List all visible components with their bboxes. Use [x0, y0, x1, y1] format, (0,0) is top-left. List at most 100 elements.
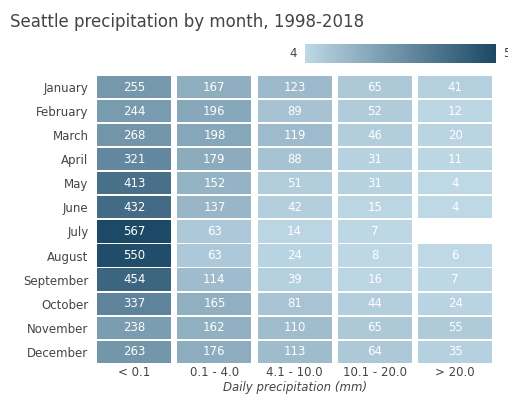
- Text: 4: 4: [290, 47, 297, 60]
- Text: 321: 321: [123, 153, 145, 166]
- Bar: [177, 124, 251, 146]
- Bar: [97, 316, 171, 339]
- Bar: [418, 196, 492, 219]
- Text: Seattle precipitation by month, 1998-2018: Seattle precipitation by month, 1998-201…: [10, 13, 364, 31]
- Text: 567: 567: [503, 47, 508, 60]
- Text: 63: 63: [207, 225, 222, 238]
- Bar: [97, 245, 171, 267]
- Bar: [258, 148, 332, 171]
- Text: 15: 15: [367, 201, 383, 214]
- Text: 89: 89: [287, 105, 302, 118]
- Text: 31: 31: [367, 177, 383, 190]
- Bar: [258, 293, 332, 315]
- Text: 137: 137: [203, 201, 226, 214]
- Text: 196: 196: [203, 105, 226, 118]
- Bar: [338, 341, 412, 363]
- Text: 31: 31: [367, 153, 383, 166]
- Text: 44: 44: [367, 297, 383, 310]
- Bar: [97, 220, 171, 242]
- Text: 167: 167: [203, 81, 226, 94]
- Bar: [418, 124, 492, 146]
- Text: 88: 88: [287, 153, 302, 166]
- Text: 7: 7: [452, 273, 459, 286]
- Text: 110: 110: [283, 321, 306, 334]
- Bar: [418, 293, 492, 315]
- Text: 6: 6: [452, 249, 459, 262]
- Bar: [258, 124, 332, 146]
- Text: 567: 567: [123, 225, 145, 238]
- Text: 152: 152: [203, 177, 226, 190]
- Text: 42: 42: [287, 201, 302, 214]
- Text: 550: 550: [123, 249, 145, 262]
- Bar: [97, 196, 171, 219]
- Bar: [418, 100, 492, 122]
- Text: 16: 16: [367, 273, 383, 286]
- Text: 24: 24: [448, 297, 463, 310]
- Bar: [97, 148, 171, 171]
- Bar: [338, 172, 412, 194]
- Text: 179: 179: [203, 153, 226, 166]
- Text: 165: 165: [203, 297, 226, 310]
- Bar: [338, 100, 412, 122]
- Bar: [338, 220, 412, 242]
- Bar: [418, 316, 492, 339]
- Bar: [97, 172, 171, 194]
- Bar: [338, 148, 412, 171]
- Bar: [338, 316, 412, 339]
- Bar: [418, 245, 492, 267]
- Bar: [177, 76, 251, 98]
- Bar: [338, 293, 412, 315]
- Text: 81: 81: [287, 297, 302, 310]
- Bar: [177, 148, 251, 171]
- Text: 268: 268: [123, 129, 145, 142]
- Text: 337: 337: [123, 297, 145, 310]
- Text: 65: 65: [367, 321, 383, 334]
- Text: 113: 113: [283, 345, 306, 358]
- Bar: [97, 100, 171, 122]
- Text: 255: 255: [123, 81, 145, 94]
- Text: 41: 41: [448, 81, 463, 94]
- Bar: [338, 76, 412, 98]
- Bar: [177, 341, 251, 363]
- Bar: [97, 268, 171, 291]
- Text: 46: 46: [367, 129, 383, 142]
- Text: 162: 162: [203, 321, 226, 334]
- Text: 244: 244: [123, 105, 145, 118]
- Text: 238: 238: [123, 321, 145, 334]
- Text: 51: 51: [287, 177, 302, 190]
- Bar: [258, 268, 332, 291]
- Bar: [97, 341, 171, 363]
- Bar: [258, 196, 332, 219]
- Text: 454: 454: [123, 273, 145, 286]
- Text: 12: 12: [448, 105, 463, 118]
- Text: 55: 55: [448, 321, 463, 334]
- Text: 24: 24: [287, 249, 302, 262]
- Text: 52: 52: [367, 105, 383, 118]
- Text: 20: 20: [448, 129, 463, 142]
- Bar: [258, 341, 332, 363]
- Bar: [258, 172, 332, 194]
- Text: 63: 63: [207, 249, 222, 262]
- Bar: [177, 196, 251, 219]
- Bar: [258, 220, 332, 242]
- Text: 176: 176: [203, 345, 226, 358]
- Text: 123: 123: [283, 81, 306, 94]
- Bar: [338, 245, 412, 267]
- Bar: [177, 172, 251, 194]
- Bar: [258, 245, 332, 267]
- Text: 11: 11: [448, 153, 463, 166]
- Bar: [97, 76, 171, 98]
- Text: 114: 114: [203, 273, 226, 286]
- Bar: [258, 316, 332, 339]
- Text: 413: 413: [123, 177, 145, 190]
- Bar: [418, 172, 492, 194]
- Bar: [418, 148, 492, 171]
- Text: 14: 14: [287, 225, 302, 238]
- Text: 64: 64: [367, 345, 383, 358]
- Text: 198: 198: [203, 129, 226, 142]
- Bar: [258, 100, 332, 122]
- Bar: [97, 293, 171, 315]
- Bar: [418, 220, 492, 242]
- Bar: [177, 268, 251, 291]
- Bar: [258, 76, 332, 98]
